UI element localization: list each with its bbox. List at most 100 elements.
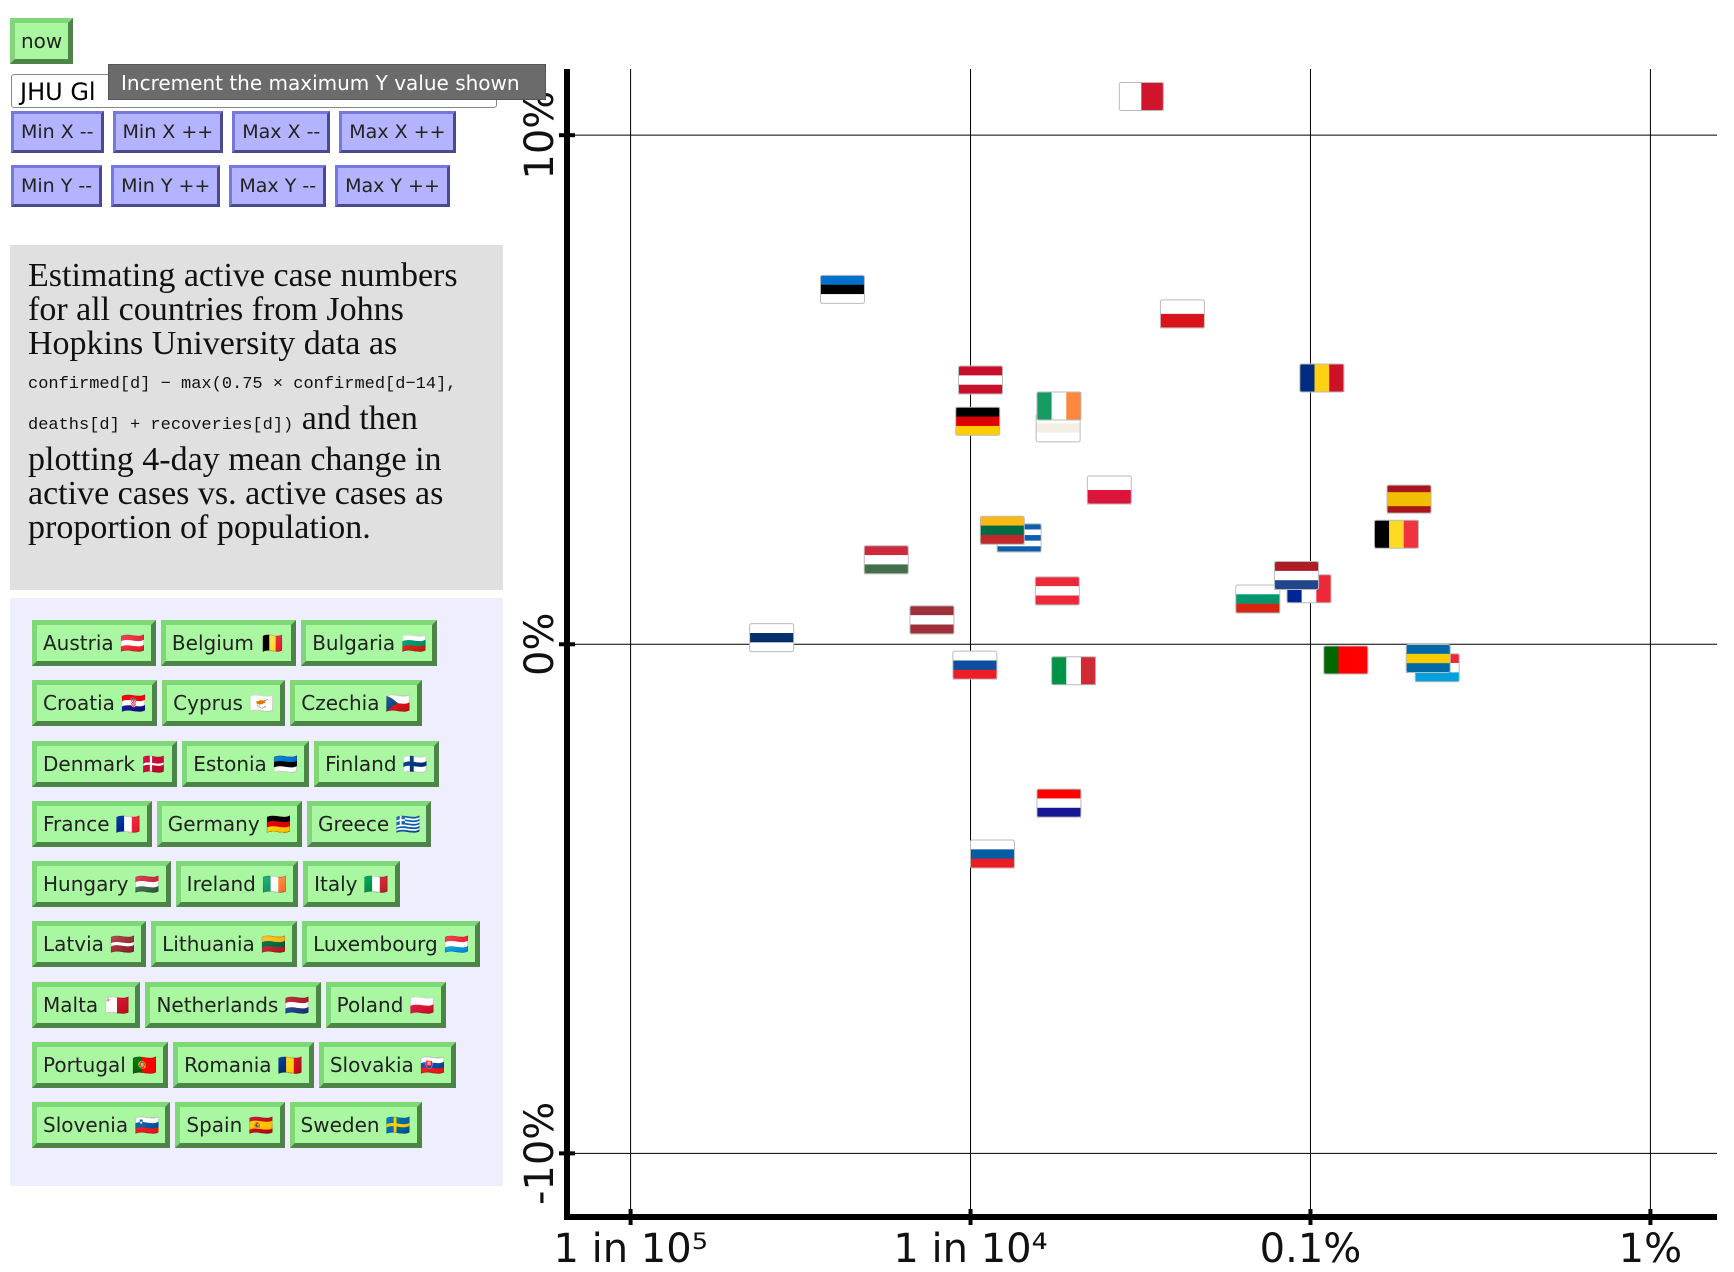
flag-stripe — [1066, 392, 1082, 421]
flag-stripe — [749, 632, 794, 643]
country-button[interactable]: France 🇫🇷 — [32, 800, 152, 847]
flag-point — [1159, 299, 1205, 329]
country-button[interactable]: Slovakia 🇸🇰 — [318, 1042, 457, 1089]
y-tick-label: -10% — [517, 1102, 563, 1205]
flag-stripe — [970, 858, 1015, 869]
flag-outline — [1405, 644, 1451, 674]
flag-outline — [1299, 363, 1345, 393]
flag-outline — [1051, 656, 1097, 686]
country-row: Croatia 🇭🇷 Cyprus 🇨🇾 Czechia 🇨🇿 — [32, 680, 503, 740]
country-button[interactable]: Hungary 🇭🇺 — [32, 861, 171, 908]
country-button[interactable]: Belgium 🇧🇪 — [160, 620, 297, 666]
country-button[interactable]: Malta 🇲🇹 — [32, 981, 141, 1028]
country-button[interactable]: Latvia 🇱🇻 — [32, 921, 147, 968]
country-button[interactable]: Ireland 🇮🇪 — [175, 861, 299, 908]
description-formula: confirmed[d] − max(0.75 × confirmed[d−14… — [28, 375, 457, 435]
flag-stripe — [909, 624, 954, 635]
flag-stripe — [749, 642, 794, 652]
tooltip: Increment the maximum Y value shown — [108, 64, 546, 100]
flag-stripe — [1389, 520, 1405, 549]
flag-stripe — [1036, 432, 1081, 443]
flag-stripe — [864, 564, 909, 575]
flag-stripe — [864, 555, 909, 565]
country-button[interactable]: Sweden 🇸🇪 — [289, 1102, 422, 1149]
flag-stripe — [955, 407, 1000, 417]
flag-stripe — [997, 546, 1042, 553]
flag-stripe — [864, 545, 909, 556]
control-row: Min X -- Min X ++ Max X -- Max X ++ — [11, 111, 465, 153]
flag-point — [1036, 788, 1082, 818]
flag-stripe — [980, 516, 1025, 526]
y-tick-label: 0% — [517, 613, 563, 676]
control-button[interactable]: Max Y ++ — [335, 165, 450, 207]
flag-point — [979, 515, 1025, 545]
flag-stripe — [1299, 364, 1315, 393]
flag-point — [1235, 584, 1281, 614]
country-button[interactable]: Netherlands 🇳🇱 — [145, 981, 321, 1028]
country-button[interactable]: Italy 🇮🇹 — [303, 861, 400, 908]
country-button[interactable]: Germany 🇩🇪 — [156, 800, 302, 847]
flag-stripe — [952, 660, 997, 671]
control-button[interactable]: Min X -- — [11, 111, 104, 153]
country-row: Slovenia 🇸🇮 Spain 🇪🇸 Sweden 🇸🇪 — [32, 1102, 503, 1162]
description-text: and then plotting 4-day mean change in a… — [28, 400, 444, 546]
country-button[interactable]: Poland 🇵🇱 — [325, 981, 446, 1028]
country-button[interactable]: Slovenia 🇸🇮 — [32, 1102, 171, 1149]
flag-stripe — [958, 384, 1003, 395]
control-button[interactable]: Max X -- — [232, 111, 331, 153]
country-button[interactable]: Luxembourg 🇱🇺 — [302, 921, 480, 968]
flag-point — [952, 650, 998, 680]
control-button[interactable]: Min Y -- — [11, 165, 103, 207]
flag-stripe — [1406, 663, 1451, 673]
country-button[interactable]: Finland 🇫🇮 — [314, 740, 439, 787]
flag-stripe — [1160, 299, 1205, 315]
flag-stripe — [1316, 574, 1332, 603]
flag-stripe — [970, 849, 1015, 859]
flag-stripe — [1235, 594, 1280, 604]
flag-outline — [952, 650, 998, 680]
x-tick-label: 1 in 10⁵ — [553, 1226, 707, 1272]
flag-stripe — [1374, 520, 1390, 549]
flag-stripe — [1387, 506, 1432, 514]
flag-stripe — [1036, 807, 1081, 818]
flag-outline — [958, 365, 1004, 395]
flag-stripe — [1338, 646, 1354, 675]
flag-stripe — [820, 284, 865, 295]
flag-outline — [1118, 81, 1164, 111]
flag-stripe — [1036, 798, 1081, 809]
now-button[interactable]: now — [10, 18, 74, 64]
country-button[interactable]: Lithuania 🇱🇹 — [151, 921, 298, 968]
flag-stripe — [1087, 490, 1132, 505]
country-button[interactable]: Denmark 🇩🇰 — [32, 740, 178, 787]
country-button[interactable]: Greece 🇬🇷 — [306, 800, 432, 847]
control-button[interactable]: Max X ++ — [339, 111, 456, 153]
country-button[interactable]: Portugal 🇵🇹 — [32, 1042, 169, 1089]
flag-outline — [1159, 299, 1205, 329]
flag-stripe — [1274, 561, 1319, 572]
country-button[interactable]: Czechia 🇨🇿 — [290, 680, 422, 727]
country-button[interactable]: Spain 🇪🇸 — [175, 1102, 285, 1149]
flag-outline — [1086, 475, 1132, 505]
flag-point — [1086, 475, 1132, 505]
flag-stripe — [909, 605, 954, 616]
y-tick-label: 10% — [517, 91, 563, 180]
flag-point — [819, 274, 865, 304]
flag-stripe — [1035, 595, 1080, 606]
country-button[interactable]: Croatia 🇭🇷 — [32, 680, 158, 727]
country-button[interactable]: Bulgaria 🇧🇬 — [301, 620, 438, 666]
country-button[interactable]: Estonia 🇪🇪 — [182, 740, 310, 787]
control-button[interactable]: Min X ++ — [112, 111, 224, 153]
country-list: Austria 🇦🇹 Belgium 🇧🇪 Bulgaria 🇧🇬 Croatia 🇭… — [10, 598, 503, 1186]
flag-outline — [979, 515, 1025, 545]
country-button[interactable]: Cyprus 🇨🇾 — [162, 680, 286, 727]
country-row: Denmark 🇩🇰 Estonia 🇪🇪 Finland 🇫🇮 — [32, 740, 503, 801]
country-button[interactable]: Austria 🇦🇹 — [32, 620, 156, 666]
control-button[interactable]: Min Y ++ — [111, 165, 221, 207]
control-button[interactable]: Max Y -- — [229, 165, 327, 207]
country-button[interactable]: Romania 🇷🇴 — [173, 1042, 314, 1089]
flag-stripe — [980, 525, 1025, 536]
flag-point — [1373, 519, 1419, 549]
flag-point — [749, 623, 795, 653]
flag-stripe — [980, 534, 1025, 545]
